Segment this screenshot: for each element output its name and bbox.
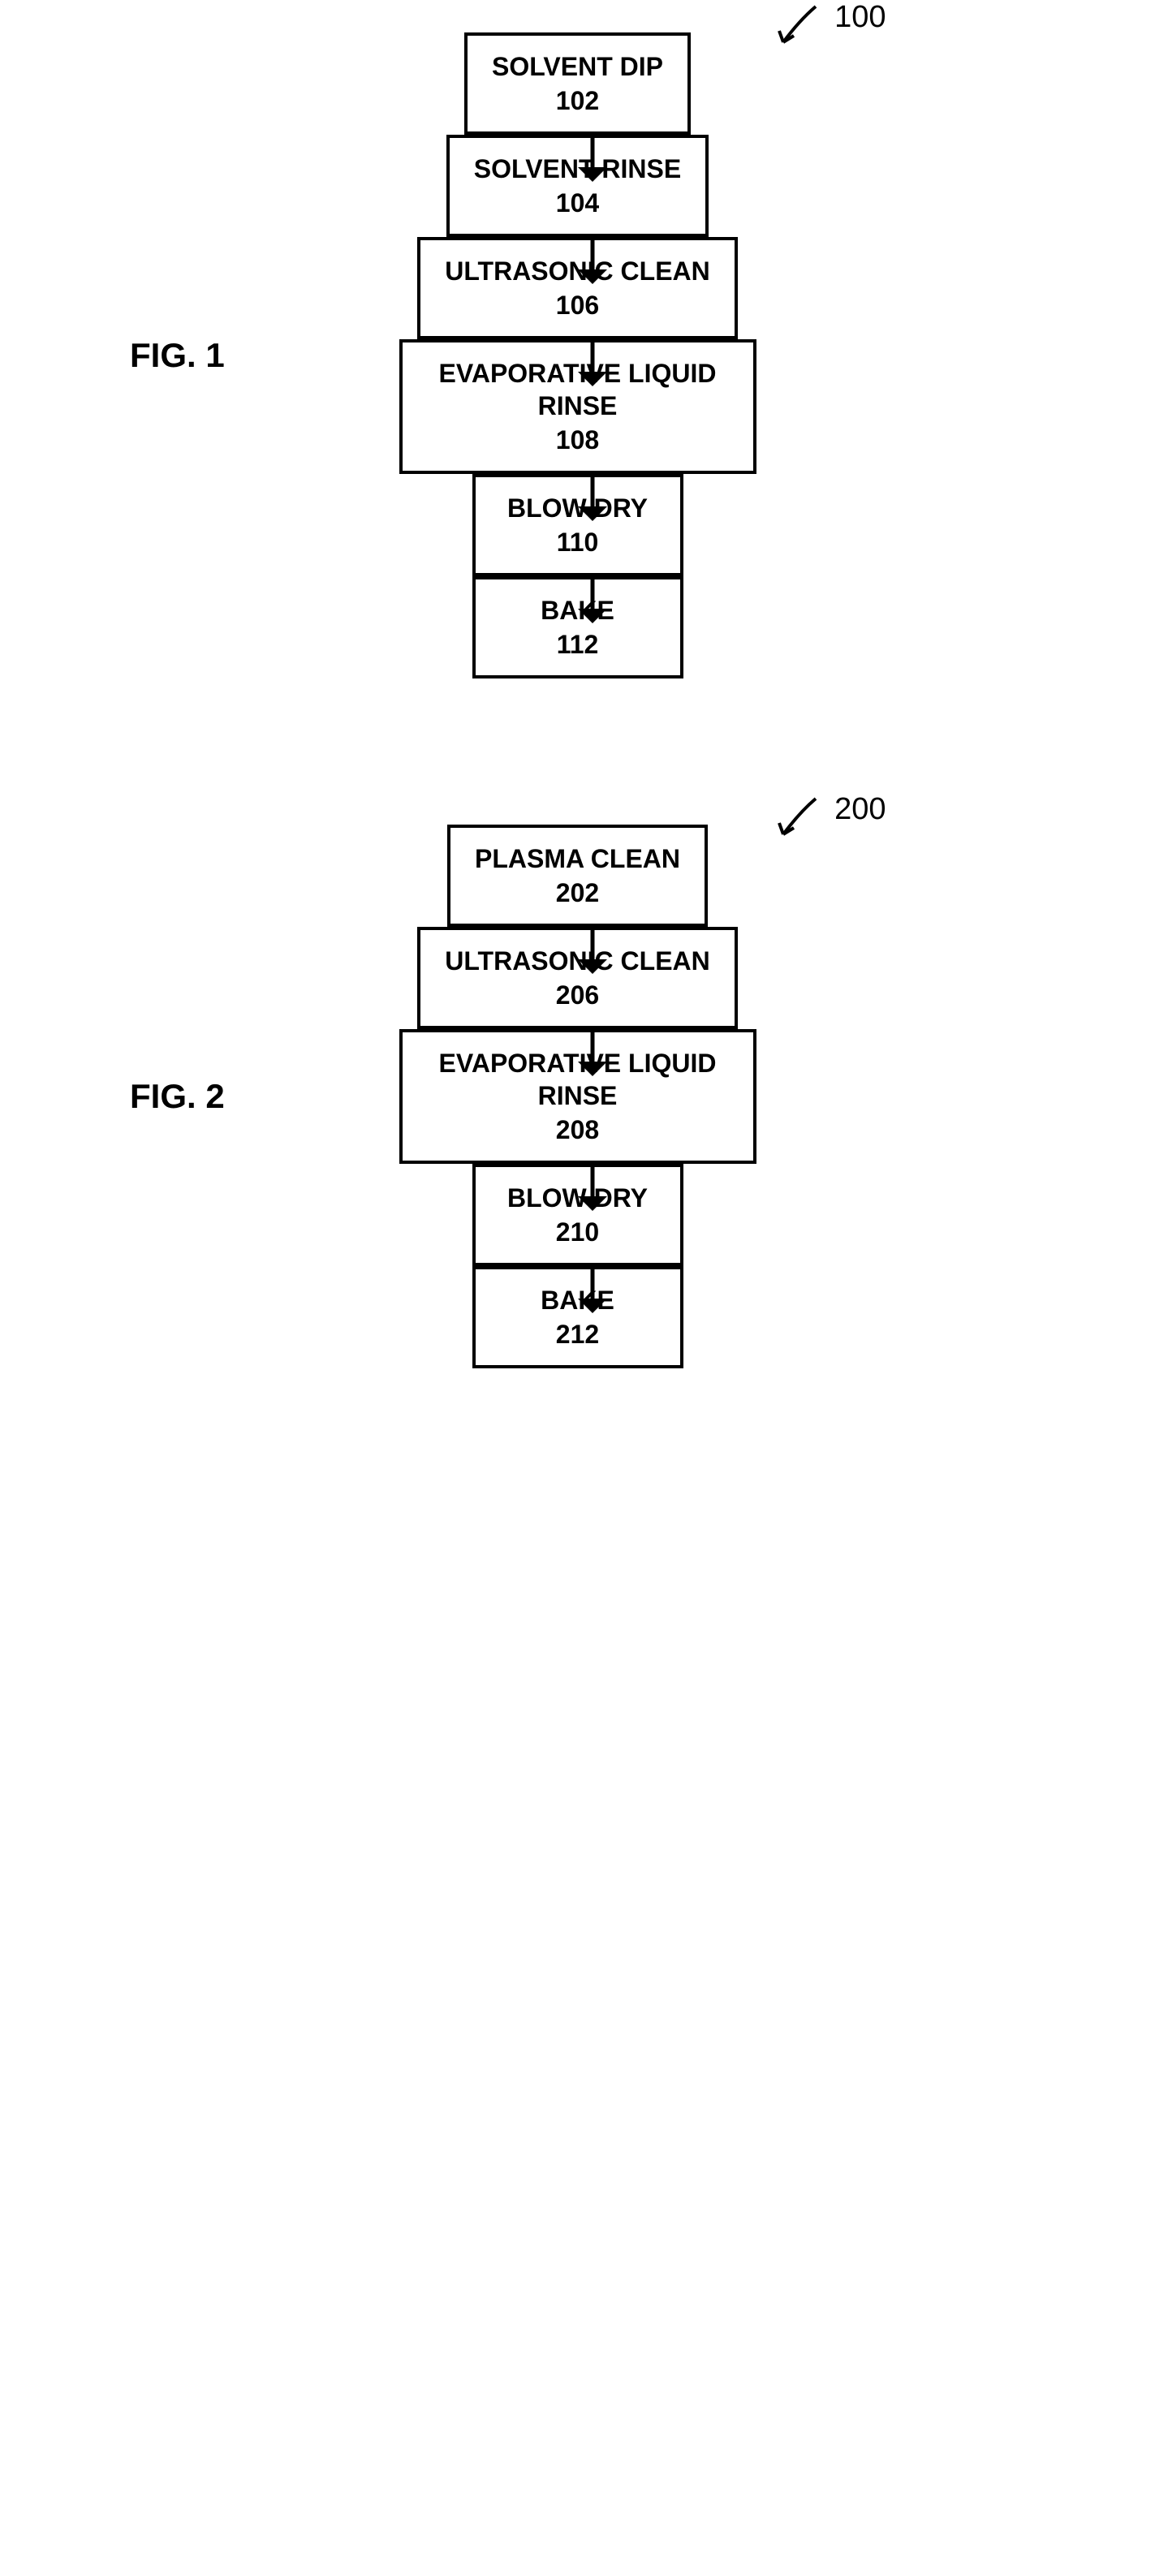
page: FIG. 1 100 SOLVENT DIP102SOLVENT RINSE10… (32, 32, 1123, 1368)
figure-2-ref-arrow: 200 (771, 792, 886, 849)
figure-1-flowchart: 100 SOLVENT DIP102SOLVENT RINSE104ULTRAS… (399, 32, 756, 678)
flow-box-number: 106 (445, 289, 710, 321)
figure-1-wrap: FIG. 1 100 SOLVENT DIP102SOLVENT RINSE10… (32, 32, 1123, 678)
flow-box: SOLVENT DIP 102 (464, 32, 691, 135)
arrow-down-icon (578, 339, 607, 386)
arrow-down-icon (578, 1164, 607, 1211)
arrow-down-icon (578, 1266, 607, 1313)
arrow-down-icon (578, 576, 607, 623)
figure-2-label: FIG. 2 (130, 1077, 225, 1116)
arrow-down-icon (578, 927, 607, 974)
flow-box-number: 202 (475, 877, 680, 909)
figure-1-ref-arrow: 100 (771, 0, 886, 57)
flow-box-title: SOLVENT DIP (492, 52, 663, 81)
arrow-down-icon (578, 135, 607, 182)
curved-arrow-icon (771, 0, 828, 57)
arrow-down-icon (578, 1029, 607, 1076)
flow-box-number: 108 (427, 424, 729, 456)
arrow-down-icon (578, 237, 607, 284)
flow-box-number: 208 (427, 1114, 729, 1146)
arrow-down-icon (578, 474, 607, 521)
flow-box-number: 206 (445, 979, 710, 1011)
flow-box: PLASMA CLEAN 202 (447, 825, 708, 927)
flow-box-title: PLASMA CLEAN (475, 844, 680, 873)
figure-2-wrap: FIG. 2 200 PLASMA CLEAN202ULTRASONIC CLE… (32, 825, 1123, 1368)
flow-box-number: 112 (500, 628, 656, 661)
figure-2-flowchart: 200 PLASMA CLEAN202ULTRASONIC CLEAN206EV… (399, 825, 756, 1368)
figure-2-ref-number: 200 (834, 792, 886, 827)
curved-arrow-icon (771, 792, 828, 849)
flow-box-number: 210 (500, 1216, 656, 1248)
flow-box-number: 110 (500, 526, 656, 558)
flow-box-number: 212 (500, 1318, 656, 1350)
figure-1-ref-number: 100 (834, 0, 886, 35)
flow-box-number: 104 (474, 187, 681, 219)
figure-1-label: FIG. 1 (130, 336, 225, 375)
flow-box-number: 102 (492, 84, 663, 117)
